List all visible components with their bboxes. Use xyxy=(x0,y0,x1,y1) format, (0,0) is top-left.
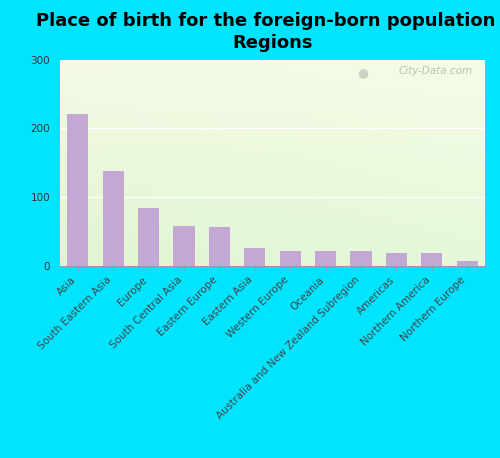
Bar xyxy=(209,227,230,266)
Text: ●: ● xyxy=(358,66,368,79)
Bar xyxy=(456,261,478,266)
Bar xyxy=(421,253,442,266)
Bar xyxy=(315,251,336,266)
Bar xyxy=(138,208,159,266)
Bar xyxy=(244,248,266,266)
Text: City-Data.com: City-Data.com xyxy=(398,66,472,76)
Bar xyxy=(386,253,407,266)
Bar xyxy=(67,114,88,266)
Bar xyxy=(174,226,195,266)
Bar xyxy=(280,251,301,266)
Bar xyxy=(350,251,372,266)
Bar xyxy=(102,171,124,266)
Title: Place of birth for the foreign-born population -
Regions: Place of birth for the foreign-born popu… xyxy=(36,12,500,52)
